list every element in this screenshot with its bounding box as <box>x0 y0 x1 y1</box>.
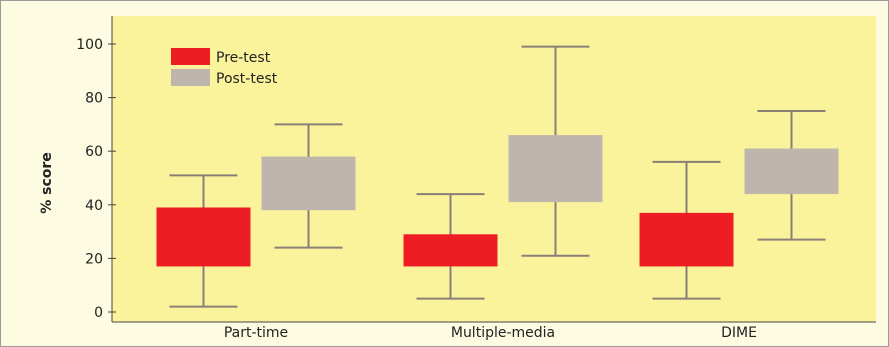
box-body-post-test-part-time <box>261 156 356 211</box>
y-tick-label-0: 0 <box>94 305 103 321</box>
boxes-layer <box>156 45 839 308</box>
y-axis-title: % score <box>39 152 55 214</box>
box-post-test-dime <box>744 110 839 241</box>
box-body-pre-test-dime <box>639 212 734 267</box>
legend-swatch-post-test <box>171 69 210 86</box>
y-tick-label-40: 40 <box>85 198 103 214</box>
box-body-post-test-multiple-media <box>508 135 603 203</box>
box-pre-test-multiple-media <box>403 193 498 300</box>
legend-label-pre-test: Pre-test <box>216 50 271 66</box>
box-body-pre-test-part-time <box>156 207 251 267</box>
box-body-pre-test-multiple-media <box>403 234 498 267</box>
legend-swatch-pre-test <box>171 48 210 65</box>
axes-layer <box>108 16 876 323</box>
y-tick-label-80: 80 <box>85 91 103 107</box>
x-category-label-part-time: Part-time <box>224 325 288 341</box>
x-category-label-dime: DIME <box>721 325 757 341</box>
y-tick-labels: 0 20 40 60 80 100 <box>76 37 103 321</box>
x-category-label-multiple-media: Multiple-media <box>451 325 555 341</box>
y-tick-label-20: 20 <box>85 251 103 267</box>
x-category-labels: Part-time Multiple-media DIME <box>224 325 757 341</box>
legend-label-post-test: Post-test <box>216 71 278 87</box>
box-pre-test-dime <box>639 160 734 300</box>
y-tick-label-100: 100 <box>76 37 103 53</box>
box-post-test-multiple-media <box>508 45 603 257</box>
box-body-post-test-dime <box>744 148 839 195</box>
legend: Pre-test Post-test <box>171 48 278 87</box>
y-tick-label-60: 60 <box>85 144 103 160</box>
box-post-test-part-time <box>261 123 356 249</box>
box-pre-test-part-time <box>156 174 251 308</box>
